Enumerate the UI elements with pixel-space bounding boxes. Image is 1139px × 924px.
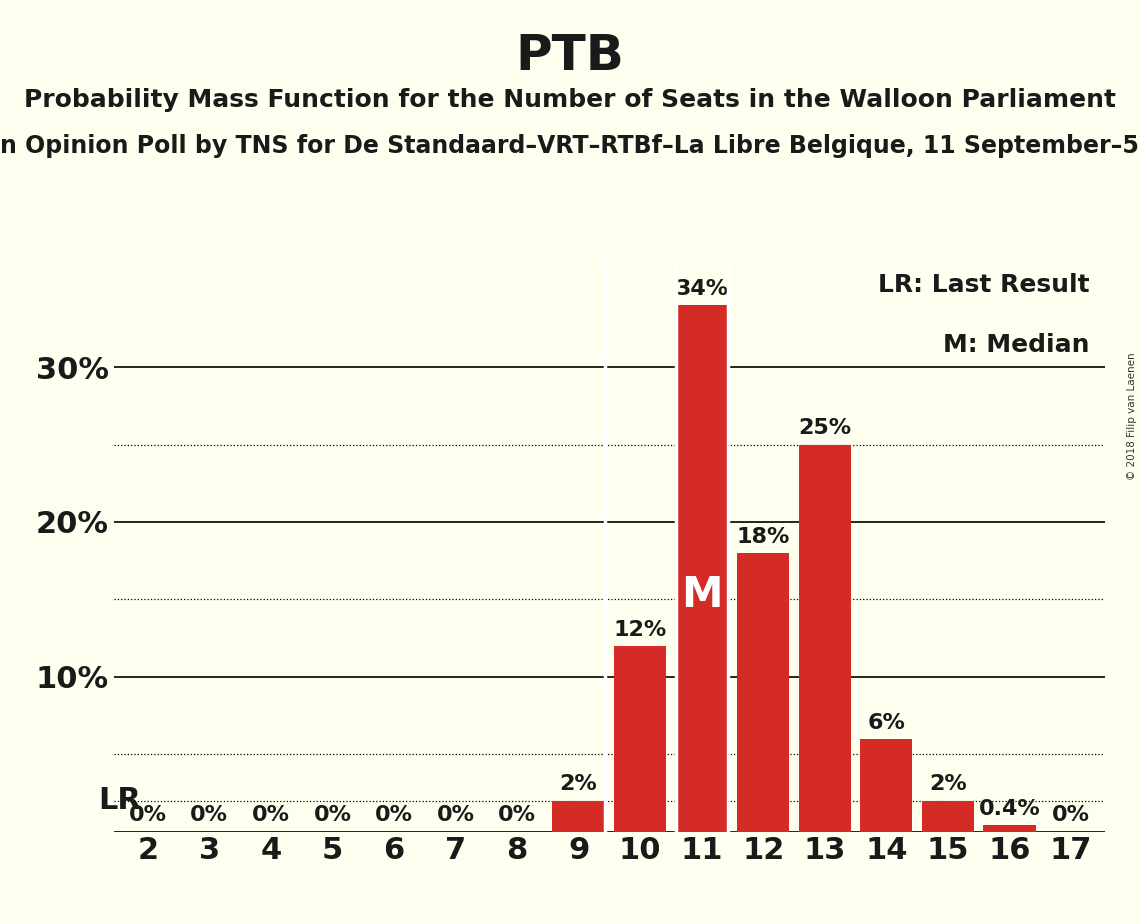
Bar [921, 800, 974, 832]
Bar [983, 825, 1035, 832]
Text: PTB: PTB [515, 32, 624, 80]
Text: 0.4%: 0.4% [978, 799, 1040, 820]
Text: M: M [681, 574, 722, 615]
Text: 0%: 0% [313, 806, 352, 825]
Text: n Opinion Poll by TNS for De Standaard–VRT–RTBf–La Libre Belgique, 11 September–: n Opinion Poll by TNS for De Standaard–V… [0, 134, 1139, 158]
Text: 25%: 25% [798, 419, 851, 438]
Text: LR: LR [98, 786, 141, 815]
Text: 0%: 0% [436, 806, 475, 825]
Bar [675, 305, 728, 832]
Text: © 2018 Filip van Laenen: © 2018 Filip van Laenen [1126, 352, 1137, 480]
Text: 0%: 0% [190, 806, 228, 825]
Text: 0%: 0% [498, 806, 536, 825]
Text: 0%: 0% [129, 806, 166, 825]
Bar [552, 800, 605, 832]
Text: 18%: 18% [737, 527, 790, 547]
Text: 2%: 2% [929, 774, 967, 795]
Text: 0%: 0% [375, 806, 413, 825]
Bar [737, 553, 789, 832]
Text: 34%: 34% [675, 279, 728, 299]
Text: 6%: 6% [868, 712, 906, 733]
Text: 0%: 0% [252, 806, 289, 825]
Text: 2%: 2% [559, 774, 598, 795]
Text: M: Median: M: Median [943, 334, 1090, 358]
Text: LR: Last Result: LR: Last Result [878, 274, 1090, 297]
Text: 0%: 0% [1052, 806, 1090, 825]
Bar [614, 646, 666, 832]
Bar [860, 738, 912, 832]
Bar [798, 444, 851, 832]
Text: 12%: 12% [614, 620, 666, 639]
Text: Probability Mass Function for the Number of Seats in the Walloon Parliament: Probability Mass Function for the Number… [24, 88, 1115, 112]
